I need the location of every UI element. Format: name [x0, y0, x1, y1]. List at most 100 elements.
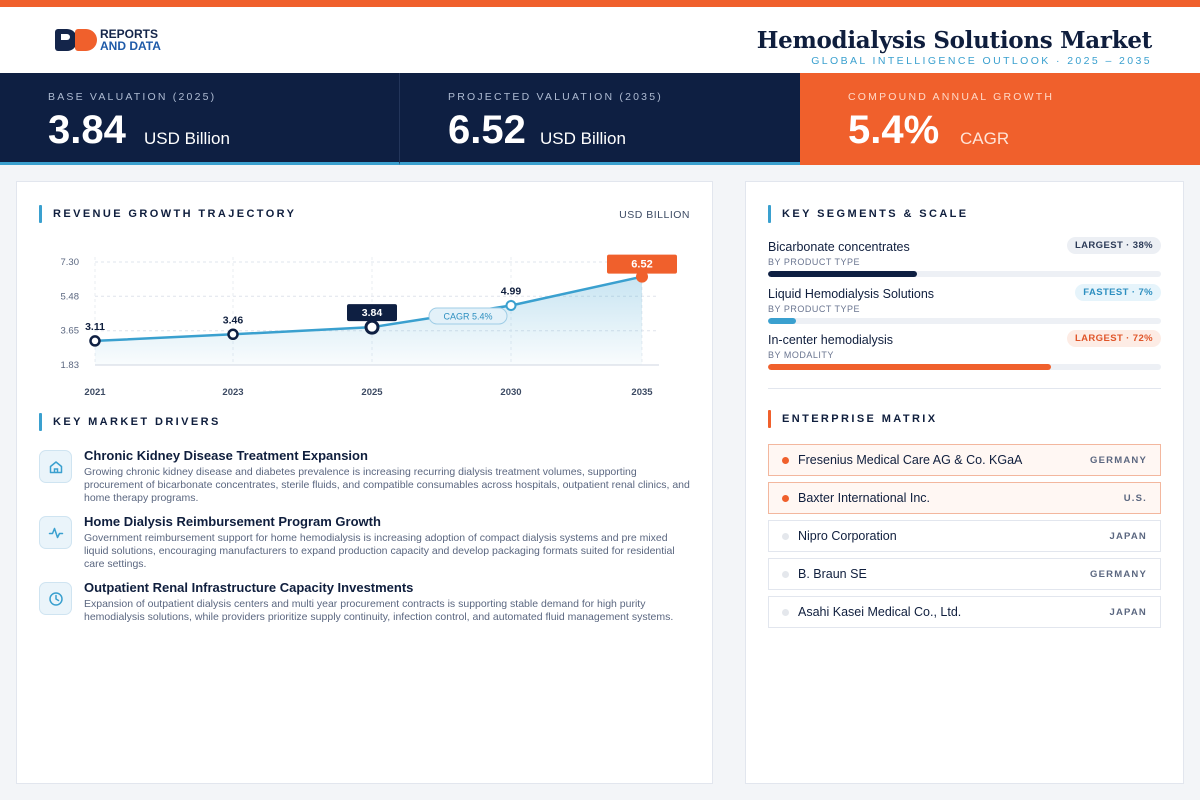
right-panel: KEY SEGMENTS & SCALE Bicarbonate concent…: [745, 181, 1184, 784]
section-accent: [39, 205, 42, 223]
drivers-section-title: KEY MARKET DRIVERS: [53, 416, 221, 428]
company-dot-icon: [782, 457, 789, 464]
driver-description: Growing chronic kidney disease and diabe…: [84, 466, 690, 504]
stat-cagr: COMPOUND ANNUAL GROWTH 5.4% CAGR: [800, 73, 1200, 165]
data-label: 3.11: [85, 321, 105, 333]
company-name: Fresenius Medical Care AG & Co. KGaA: [798, 453, 1023, 467]
stat-label: COMPOUND ANNUAL GROWTH: [848, 91, 1055, 103]
stats-banner: BASE VALUATION (2025) 3.84 USD Billion P…: [0, 73, 1200, 165]
x-tick-label: 2035: [631, 387, 653, 398]
stat-value: 6.52: [448, 108, 526, 152]
company-row[interactable]: B. Braun SE GERMANY: [768, 558, 1161, 590]
segment-name: In-center hemodialysis: [768, 333, 894, 347]
segment-badge: LARGEST · 72%: [1066, 330, 1161, 347]
driver-item: Outpatient Renal Infrastructure Capacity…: [39, 580, 694, 646]
company-name: Asahi Kasei Medical Co., Ltd.: [798, 605, 962, 619]
company-dot-icon: [782, 495, 789, 502]
cagr-annotation-pill: [428, 307, 508, 325]
data-point: [364, 319, 380, 335]
matrix-section-title: ENTERPRISE MATRIX: [782, 413, 938, 425]
driver-title: Home Dialysis Reimbursement Program Grow…: [84, 514, 381, 529]
company-row[interactable]: Nipro Corporation JAPAN: [768, 520, 1161, 552]
x-tick-label: 2025: [361, 387, 383, 398]
stat-value: 5.4%: [848, 108, 940, 152]
data-label: 3.46: [223, 314, 244, 326]
segments-section-header: KEY SEGMENTS & SCALE: [768, 205, 969, 223]
data-label-badge: [607, 254, 677, 274]
segments-section-title: KEY SEGMENTS & SCALE: [782, 208, 969, 220]
section-accent: [768, 410, 771, 428]
x-tick-label: 2021: [84, 387, 106, 398]
home-icon: [39, 450, 72, 483]
stat-projected-valuation: PROJECTED VALUATION (2035) 6.52 USD Bill…: [400, 73, 800, 165]
brand-name: REPORTS AND DATA: [100, 28, 161, 52]
clock-icon: [39, 582, 72, 615]
stat-unit: CAGR: [960, 129, 1010, 148]
segment-share-track: [768, 318, 1161, 324]
company-row[interactable]: Asahi Kasei Medical Co., Ltd. JAPAN: [768, 596, 1161, 628]
section-accent: [39, 413, 42, 431]
segment-share-bar: [768, 318, 796, 324]
data-point: [89, 335, 101, 347]
data-label: 4.99: [501, 285, 522, 297]
company-row[interactable]: Baxter International Inc. U.S.: [768, 482, 1161, 514]
company-dot-icon: [782, 571, 789, 578]
x-tick-label: 2023: [222, 387, 243, 398]
page-subtitle: GLOBAL INTELLIGENCE OUTLOOK · 2025 – 203…: [811, 55, 1152, 67]
segment-badge: FASTEST · 7%: [1075, 284, 1161, 301]
segment-share-track: [768, 271, 1161, 277]
company-dot-icon: [782, 609, 789, 616]
company-country: JAPAN: [1109, 531, 1147, 542]
page-title: Hemodialysis Solutions Market: [756, 27, 1153, 54]
stat-unit: USD Billion: [540, 129, 626, 148]
driver-description: Expansion of outpatient dialysis centers…: [84, 598, 674, 623]
brand-line-1: REPORTS: [100, 27, 159, 41]
segment-share-bar: [768, 271, 918, 277]
y-tick-label: 7.30: [61, 257, 80, 268]
data-label: 3.84: [362, 307, 383, 319]
company-country: GERMANY: [1090, 569, 1147, 580]
section-divider: [768, 388, 1161, 389]
segment-category: BY PRODUCT TYPE: [768, 257, 861, 267]
cagr-annotation: CAGR 5.4%: [443, 312, 492, 322]
data-point: [227, 328, 239, 341]
company-country: JAPAN: [1109, 607, 1147, 618]
y-tick-label: 5.48: [61, 291, 80, 302]
y-tick-label: 1.83: [61, 360, 80, 371]
y-tick-label: 3.65: [61, 326, 80, 337]
drivers-list: Chronic Kidney Disease Treatment Expansi…: [39, 448, 694, 646]
segment-share-bar: [768, 364, 1051, 370]
pulse-icon: [39, 516, 72, 549]
driver-description: Government reimbursement support for hom…: [84, 532, 675, 570]
section-accent: [768, 205, 771, 223]
left-panel: REVENUE GROWTH TRAJECTORY USD BILLION 7.…: [16, 181, 713, 784]
top-accent-bar: [0, 0, 1200, 7]
stat-label: BASE VALUATION (2025): [48, 91, 217, 103]
chart-unit-label: USD BILLION: [619, 209, 690, 221]
segment-badge: LARGEST · 38%: [1066, 237, 1161, 254]
data-point: [505, 299, 517, 311]
company-dot-icon: [782, 533, 789, 540]
x-tick-label: 2030: [500, 387, 521, 398]
segment-name: Bicarbonate concentrates: [768, 240, 910, 254]
logo-mark-icon: [55, 29, 97, 51]
driver-item: Chronic Kidney Disease Treatment Expansi…: [39, 448, 694, 514]
brand-logo[interactable]: REPORTS AND DATA: [55, 28, 161, 52]
stat-unit: USD Billion: [144, 129, 230, 148]
company-name: Nipro Corporation: [798, 529, 897, 543]
stat-value: 3.84: [48, 108, 126, 152]
data-label: 6.52: [631, 259, 652, 271]
stat-base-valuation: BASE VALUATION (2025) 3.84 USD Billion: [0, 73, 400, 165]
area-fill: [95, 276, 642, 365]
company-row[interactable]: Fresenius Medical Care AG & Co. KGaA GER…: [768, 444, 1161, 476]
data-label-badge: [347, 304, 397, 322]
segment-category: BY MODALITY: [768, 350, 834, 360]
company-name: Baxter International Inc.: [798, 491, 931, 505]
driver-item: Home Dialysis Reimbursement Program Grow…: [39, 514, 694, 580]
page-header: REPORTS AND DATA Hemodialysis Solutions …: [0, 7, 1200, 73]
company-country: U.S.: [1123, 493, 1147, 504]
drivers-section-header: KEY MARKET DRIVERS: [39, 413, 221, 431]
segment-share-track: [768, 364, 1161, 370]
segment-category: BY PRODUCT TYPE: [768, 304, 861, 314]
revenue-chart: 7.30 5.48 3.65 1.83 3.11 2021 3.46 2023 3.84 2025…: [61, 254, 677, 398]
